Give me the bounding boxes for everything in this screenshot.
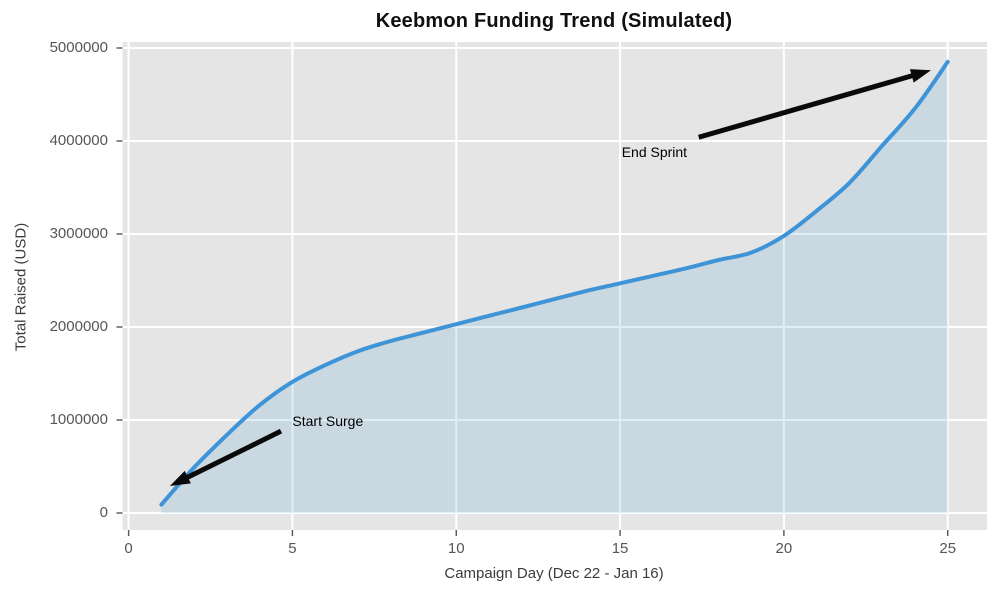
x-tick-label: 25 [939, 540, 957, 557]
annotation-label: Start Surge [292, 413, 364, 430]
area-fill [161, 61, 948, 514]
x-tick-label: 15 [611, 540, 629, 557]
x-axis-label: Campaign Day (Dec 22 - Jan 16) [444, 565, 664, 582]
annotation-arrow-shaft [698, 72, 916, 140]
y-tick-label: 5000000 [49, 39, 108, 56]
y-tick-label: 0 [99, 504, 108, 521]
y-tick-label: 1000000 [49, 411, 108, 428]
y-tick-label: 2000000 [49, 318, 108, 335]
x-tick-label: 20 [775, 540, 793, 557]
x-tick-label: 0 [124, 540, 133, 557]
annotation-arrow-shaft [184, 428, 283, 481]
plot-panel [122, 42, 987, 530]
y-tick-label: 3000000 [49, 225, 108, 242]
annotation-arrow-head [909, 69, 931, 83]
chart-title: Keebmon Funding Trend (Simulated) [375, 10, 733, 32]
annotation-label: End Sprint [621, 143, 688, 160]
x-tick-label: 10 [447, 540, 465, 557]
funding-trend-line [159, 59, 950, 507]
y-tick-label: 4000000 [49, 132, 108, 149]
annotation-arrow-head [169, 470, 191, 486]
x-tick-label: 5 [288, 540, 297, 557]
